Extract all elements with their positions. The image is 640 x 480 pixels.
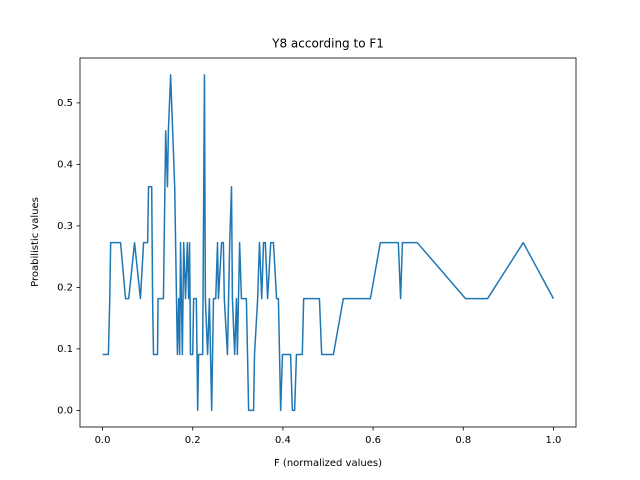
y-tick-label: 0.3 (57, 221, 73, 232)
y-tick-label: 0.2 (57, 282, 73, 293)
x-tick-label: 0.0 (95, 435, 111, 446)
x-tick-label: 1.0 (546, 435, 562, 446)
x-tick-label: 0.8 (455, 435, 471, 446)
x-tick-label: 0.2 (185, 435, 201, 446)
x-axis-label: F (normalized values) (274, 458, 382, 469)
y-tick-label: 0.1 (57, 344, 73, 355)
y-tick-label: 0.5 (57, 98, 73, 109)
y-tick-label: 0.4 (57, 159, 73, 170)
chart-title: Y8 according to F1 (271, 37, 384, 51)
y-tick-label: 0.0 (57, 405, 73, 416)
plot-frame (79, 57, 577, 428)
data-line (102, 74, 555, 412)
y-axis-label: Proabilistic values (30, 197, 41, 287)
x-tick-label: 0.6 (365, 435, 381, 446)
x-tick-label: 0.4 (275, 435, 291, 446)
